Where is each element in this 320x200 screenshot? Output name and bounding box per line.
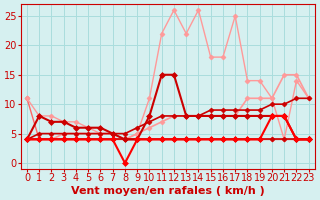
X-axis label: Vent moyen/en rafales ( km/h ): Vent moyen/en rafales ( km/h ): [71, 186, 265, 196]
